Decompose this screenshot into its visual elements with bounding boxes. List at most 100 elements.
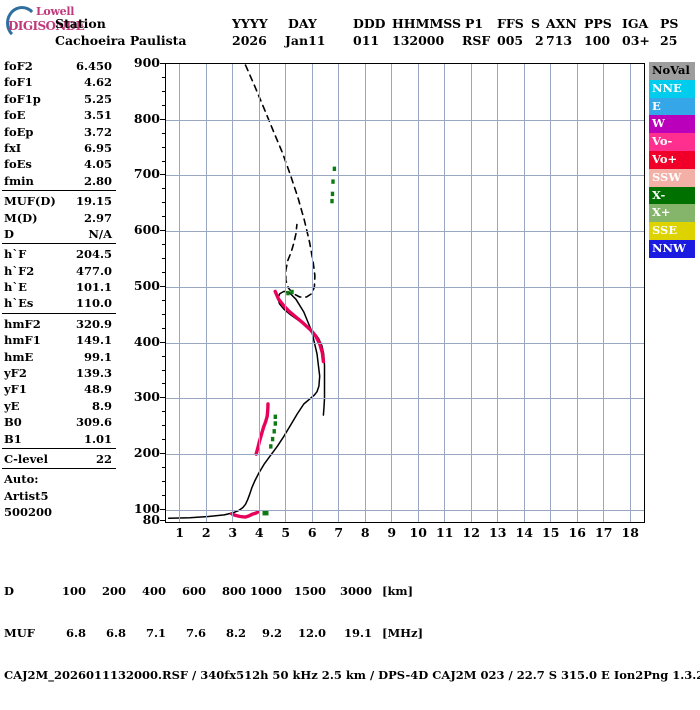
- param-row-b0: B0 309.6: [0, 414, 118, 430]
- footer-d-value-1: 200: [101, 584, 126, 598]
- y-tick-minor: [162, 481, 166, 482]
- footer-muf-unit: [MHz]: [382, 626, 424, 640]
- param-key: foEp: [4, 124, 34, 139]
- plot-canvas[interactable]: [165, 63, 645, 523]
- footer-d-value-6: 1500: [293, 584, 326, 598]
- footer-muf-value-6: 12.0: [297, 626, 326, 640]
- param-row-fmin: fmin 2.80: [0, 173, 118, 189]
- header-value-6: 005: [497, 33, 524, 48]
- legend-item-noval[interactable]: NoVal: [649, 62, 695, 80]
- param-key: fmin: [4, 173, 34, 188]
- param-note-line-0: Auto:: [0, 471, 118, 487]
- param-value: 99.1: [83, 349, 112, 364]
- x-tick-label: 13: [489, 525, 507, 540]
- param-group-divider: [2, 243, 116, 245]
- header-label-2: DAY: [288, 16, 317, 31]
- header-value-4: 132000: [392, 33, 445, 48]
- footer-muf-value-2: 7.1: [145, 626, 166, 640]
- trace-electron-density-profile: [167, 290, 326, 519]
- header-value-0: Cachoeira Paulista: [55, 33, 187, 48]
- gridline-horizontal: [166, 120, 644, 121]
- footer-muf-value-1: 6.8: [105, 626, 126, 640]
- ionogram-parameters-panel: foF2 6.450 foF1 4.62 foF1p 5.25 foE 3.51 foEp 3.7…: [0, 58, 118, 521]
- param-value: 4.05: [83, 157, 112, 172]
- legend-item-x[interactable]: X+: [649, 204, 695, 223]
- legend-item-x[interactable]: X-: [649, 186, 695, 205]
- trace-ordinary-trace-Vo-minus: [230, 510, 260, 519]
- trace-point-extraordinary-trace-X-minus: [286, 290, 290, 296]
- x-tick-label: 7: [334, 525, 344, 540]
- param-value: 48.9: [83, 382, 112, 397]
- param-key: foEs: [4, 157, 32, 172]
- legend-item-nnw[interactable]: NNW: [649, 239, 695, 258]
- trace-point-extraordinary-trace-X-minus: [331, 179, 335, 184]
- x-tick-label: 12: [462, 525, 480, 540]
- param-key: fxI: [4, 140, 22, 155]
- gridline-vertical: [524, 64, 525, 522]
- param-value: 110.0: [75, 296, 112, 311]
- legend-item-e[interactable]: E: [649, 97, 695, 116]
- param-key: yE: [4, 398, 20, 413]
- header-value-1: 2026: [232, 33, 267, 48]
- param-row-ye: yE 8.9: [0, 398, 118, 414]
- y-tick-major: [160, 520, 166, 521]
- legend-item-sse[interactable]: SSE: [649, 222, 695, 240]
- param-row-hmf1: hmF1 149.1: [0, 332, 118, 348]
- param-row-c-level: C-level 22: [0, 451, 118, 467]
- gridline-vertical: [179, 64, 180, 522]
- param-key: D: [4, 226, 14, 241]
- y-tick-label: 700: [133, 166, 160, 182]
- x-tick-label: 9: [387, 525, 397, 540]
- legend-item-vo[interactable]: Vo+: [649, 150, 695, 169]
- logo-digisonde-text: DIGISONDE: [8, 19, 85, 33]
- gridline-vertical: [232, 64, 233, 522]
- param-note-line-2: 500200: [0, 504, 118, 520]
- gridline-horizontal: [166, 510, 644, 511]
- header-bar: Station YYYY DAY DDD HHMMSS P1 FFS S AXN PPS IGA PS…: [0, 16, 700, 60]
- legend-item-w[interactable]: W: [649, 115, 695, 134]
- param-group-divider: [2, 312, 116, 314]
- gridline-horizontal: [166, 343, 644, 344]
- gridline-vertical: [338, 64, 339, 522]
- param-row-h-es: h`Es 110.0: [0, 295, 118, 311]
- trace-point-extraordinary-trace-X-minus: [273, 421, 277, 426]
- y-tick-minor: [162, 105, 166, 106]
- y-tick-minor: [162, 272, 166, 273]
- x-tick-label: 17: [595, 525, 613, 540]
- footer-muf-row: MUF 6.8 6.8 7.1 7.6 8.2 9.2 12.0 19.1 [MHz]: [0, 626, 700, 640]
- header-label-10: IGA: [622, 16, 649, 31]
- legend-item-nne[interactable]: NNE: [649, 79, 695, 98]
- y-tick-minor: [162, 425, 166, 426]
- param-row-foep: foEp 3.72: [0, 124, 118, 140]
- y-tick-major: [160, 63, 166, 64]
- gridline-vertical: [418, 64, 419, 522]
- trace-point-extraordinary-trace-X-minus: [270, 436, 275, 442]
- y-tick-major: [160, 397, 166, 398]
- param-key: hmF2: [4, 316, 41, 331]
- y-tick-minor: [162, 258, 166, 259]
- gridline-vertical: [206, 64, 207, 522]
- legend-item-ssw[interactable]: SSW: [649, 168, 695, 187]
- param-key: h`E: [4, 280, 27, 295]
- y-tick-minor: [162, 133, 166, 134]
- footer-muf-key: MUF: [4, 626, 35, 640]
- gridline-vertical: [630, 64, 631, 522]
- param-row-h-f2: h`F2 477.0: [0, 263, 118, 279]
- footer-d-key: D: [4, 584, 14, 598]
- header-label-9: PPS: [584, 16, 612, 31]
- legend-item-vo[interactable]: Vo-: [649, 133, 695, 151]
- param-value: 320.9: [75, 316, 112, 331]
- param-value: 6.450: [75, 59, 112, 73]
- gridline-vertical: [603, 64, 604, 522]
- y-tick-minor: [162, 467, 166, 468]
- gridline-vertical: [471, 64, 472, 522]
- y-tick-minor: [162, 91, 166, 92]
- param-row-fof2: foF2 6.450: [0, 58, 118, 74]
- y-tick-minor: [162, 383, 166, 384]
- param-value: 2.97: [83, 210, 112, 225]
- trace-ordinary-trace-Vo-minus: [273, 289, 326, 364]
- param-row-h-e: h`E 101.1: [0, 279, 118, 295]
- param-row-d: D N/A: [0, 226, 118, 242]
- param-value: 1.01: [83, 431, 112, 446]
